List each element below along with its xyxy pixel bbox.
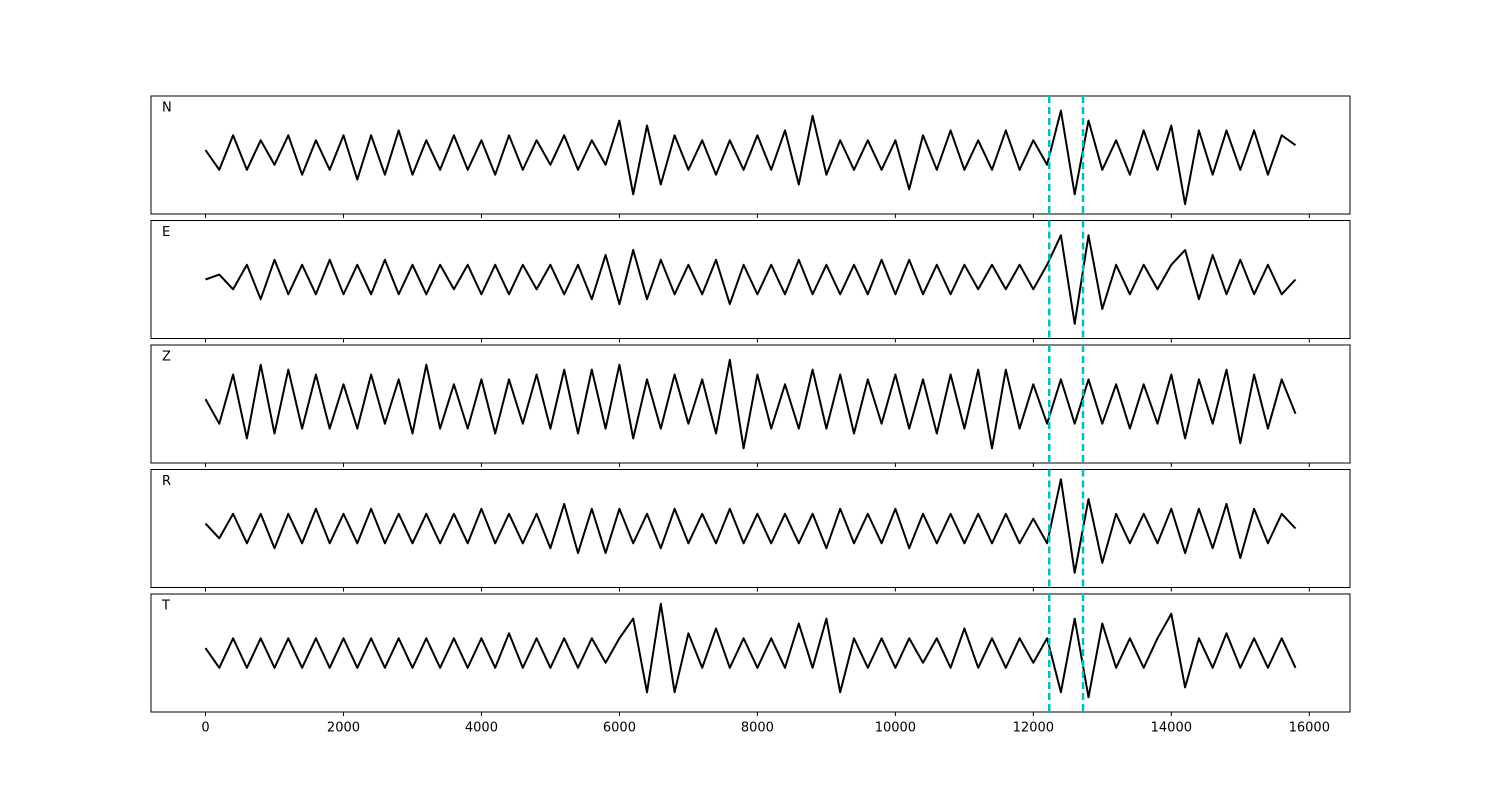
x-tick-label: 16000 (1289, 721, 1330, 736)
panel-frame (150, 593, 1351, 713)
x-tick-label: 2000 (327, 721, 360, 736)
x-tick-label: 8000 (741, 721, 774, 736)
waveform (204, 602, 1297, 699)
waveform (204, 358, 1297, 450)
panel-frame (150, 95, 1351, 215)
waveform (204, 478, 1297, 574)
waveform (204, 109, 1297, 206)
waveform (205, 234, 1297, 325)
x-tick-label: 14000 (1151, 721, 1192, 736)
panel-label: R (162, 474, 171, 489)
panel-frame (150, 220, 1351, 339)
x-tick-label: 0 (201, 721, 209, 736)
x-tick-label: 4000 (465, 721, 498, 736)
panel-label: E (162, 225, 170, 240)
x-tick-label: 12000 (1013, 721, 1054, 736)
panel-frame (150, 469, 1351, 588)
panel-label: T (161, 599, 170, 614)
panel-label: Z (162, 350, 171, 365)
x-tick-label: 6000 (603, 721, 636, 736)
panel-frame (150, 344, 1351, 464)
panel-label: N (162, 101, 172, 116)
x-tick-label: 10000 (875, 721, 916, 736)
